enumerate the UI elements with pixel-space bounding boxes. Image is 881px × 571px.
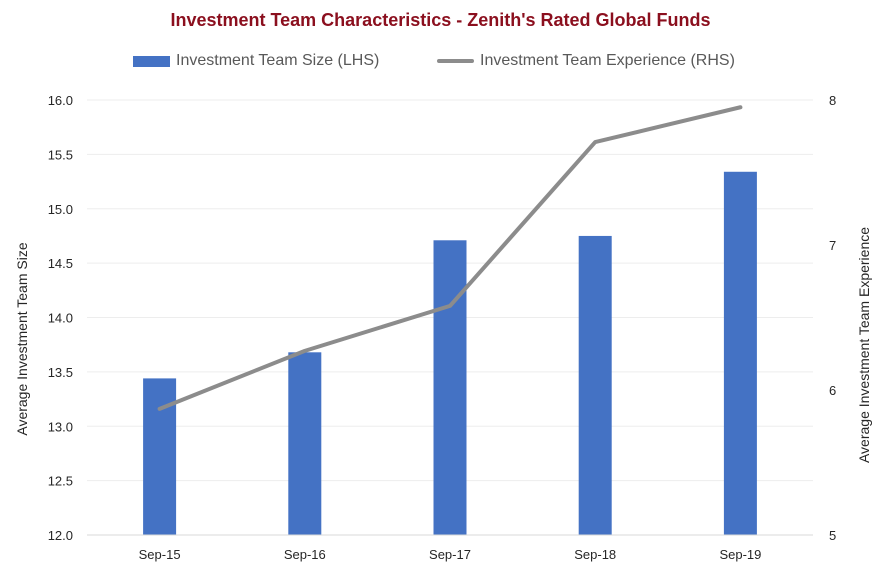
bar xyxy=(723,171,757,535)
y-tick-label: 14.5 xyxy=(48,256,73,271)
x-tick-label: Sep-15 xyxy=(139,547,181,562)
y2-tick-label: 5 xyxy=(829,528,836,543)
y-tick-label: 12.0 xyxy=(48,528,73,543)
chart-title: Investment Team Characteristics - Zenith… xyxy=(170,10,711,30)
legend-item-team-experience: Investment Team Experience (RHS) xyxy=(437,52,735,70)
bar xyxy=(433,240,467,535)
x-tick-label: Sep-19 xyxy=(719,547,761,562)
legend-swatch-line xyxy=(437,59,474,63)
x-tick-label: Sep-16 xyxy=(284,547,326,562)
y2-tick-label: 8 xyxy=(829,93,836,108)
y-tick-label: 13.0 xyxy=(48,419,73,434)
y-tick-label: 15.0 xyxy=(48,202,73,217)
bar xyxy=(288,352,322,535)
chart-legend: Investment Team Size (LHS) Investment Te… xyxy=(0,52,881,76)
y-tick-label: 16.0 xyxy=(48,93,73,108)
y-tick-label: 12.5 xyxy=(48,474,73,489)
y2-tick-label: 6 xyxy=(829,383,836,398)
y-axis-right-title: Average Investment Team Experience xyxy=(856,226,872,464)
y2-tick-label: 7 xyxy=(829,238,836,253)
legend-item-team-size: Investment Team Size (LHS) xyxy=(133,52,379,70)
bar xyxy=(578,235,612,535)
legend-label-team-experience: Investment Team Experience (RHS) xyxy=(480,52,735,69)
y-tick-label: 15.5 xyxy=(48,147,73,162)
x-tick-label: Sep-17 xyxy=(429,547,471,562)
legend-label-team-size: Investment Team Size (LHS) xyxy=(176,52,380,69)
x-tick-label: Sep-18 xyxy=(574,547,616,562)
bar xyxy=(143,378,177,535)
legend-swatch-bar xyxy=(133,55,170,67)
y-tick-label: 13.5 xyxy=(48,365,73,380)
y-tick-label: 14.0 xyxy=(48,311,73,326)
y-axis-left-title: Average Investment Team Size xyxy=(14,242,30,436)
